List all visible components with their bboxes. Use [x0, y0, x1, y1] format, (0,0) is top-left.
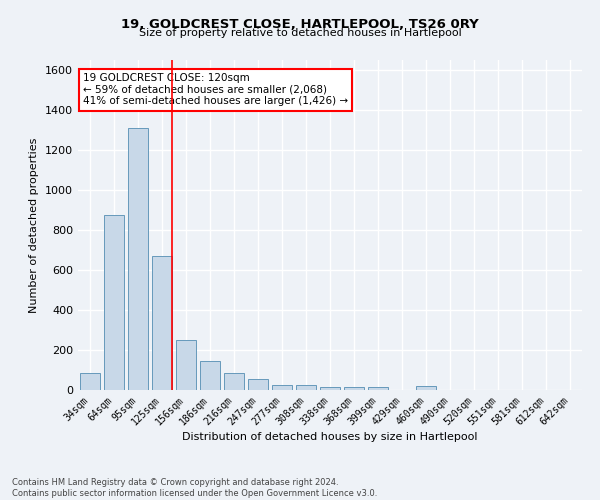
- Bar: [272, 384, 292, 390]
- Bar: [368, 387, 388, 390]
- Y-axis label: Number of detached properties: Number of detached properties: [29, 138, 40, 312]
- X-axis label: Distribution of detached houses by size in Hartlepool: Distribution of detached houses by size …: [182, 432, 478, 442]
- Bar: [104, 215, 124, 390]
- Bar: [416, 386, 436, 390]
- Bar: [344, 387, 364, 390]
- Text: Contains HM Land Registry data © Crown copyright and database right 2024.
Contai: Contains HM Land Registry data © Crown c…: [12, 478, 377, 498]
- Bar: [248, 378, 268, 390]
- Text: Size of property relative to detached houses in Hartlepool: Size of property relative to detached ho…: [139, 28, 461, 38]
- Bar: [296, 384, 316, 390]
- Bar: [176, 340, 196, 390]
- Text: 19 GOLDCREST CLOSE: 120sqm
← 59% of detached houses are smaller (2,068)
41% of s: 19 GOLDCREST CLOSE: 120sqm ← 59% of deta…: [83, 73, 348, 106]
- Bar: [128, 128, 148, 390]
- Bar: [224, 373, 244, 390]
- Bar: [320, 387, 340, 390]
- Text: 19, GOLDCREST CLOSE, HARTLEPOOL, TS26 0RY: 19, GOLDCREST CLOSE, HARTLEPOOL, TS26 0R…: [121, 18, 479, 30]
- Bar: [200, 361, 220, 390]
- Bar: [152, 256, 172, 390]
- Bar: [80, 373, 100, 390]
